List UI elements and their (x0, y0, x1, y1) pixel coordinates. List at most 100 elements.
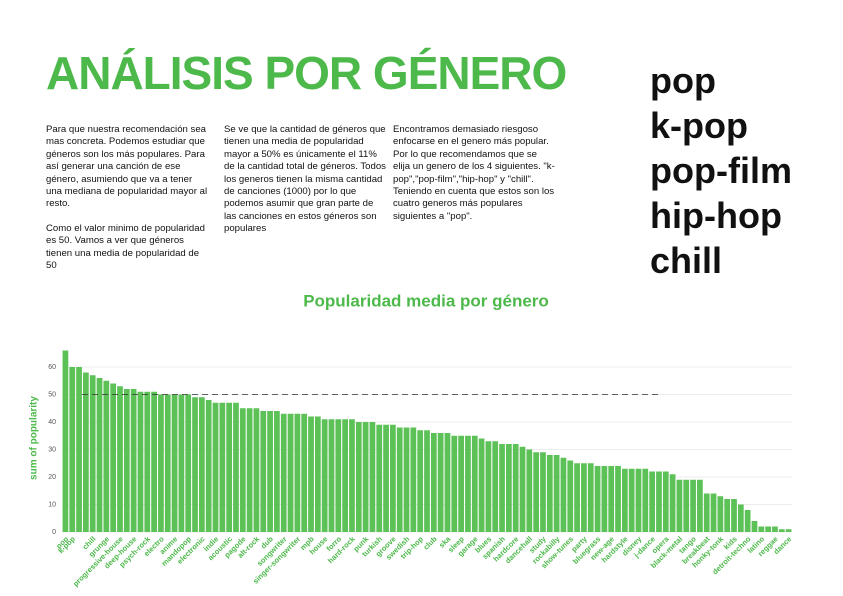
bar (390, 424, 396, 532)
bar (369, 422, 376, 532)
bar (164, 394, 171, 532)
bar (137, 391, 144, 532)
bar (362, 422, 369, 532)
bar (683, 479, 690, 532)
column: Se ve que la cantidad de géneros que tie… (224, 124, 386, 248)
genre: pop-film (650, 150, 792, 191)
bar (233, 402, 239, 532)
x-tick-label: k-pop (56, 534, 77, 555)
paragraph: Para que nuestra recomendación sea mas c… (46, 124, 208, 210)
bar (567, 460, 574, 532)
y-tick-label: 60 (48, 364, 56, 371)
bar (601, 466, 608, 532)
bar (778, 529, 785, 532)
genre: hip-hop (650, 195, 782, 236)
genre: pop (650, 60, 716, 101)
bar (540, 452, 546, 532)
paragraph: Se ve que la cantidad de géneros que tie… (224, 124, 386, 235)
bar (151, 391, 157, 532)
bar (587, 463, 594, 532)
bar (581, 463, 587, 532)
bar (519, 446, 526, 532)
bar (574, 463, 580, 532)
bar (342, 419, 348, 532)
bar (430, 433, 437, 532)
bar (219, 402, 226, 532)
bar (321, 419, 328, 532)
bar (355, 422, 362, 532)
bar (158, 394, 164, 532)
bar (410, 427, 417, 532)
bar (328, 419, 335, 532)
bar (130, 389, 137, 532)
y-tick-label: 30 (48, 446, 56, 453)
bar (772, 526, 778, 532)
bar (267, 411, 273, 532)
y-tick-label: 0 (52, 529, 56, 536)
bar (621, 468, 628, 532)
bar (417, 430, 424, 532)
bar (185, 394, 192, 532)
top-genres: pop k-pop pop-film hip-hop chill (650, 58, 792, 283)
y-tick-label: 40 (48, 419, 56, 426)
bar (765, 526, 771, 532)
y-axis-label: sum of popularity (29, 396, 40, 480)
bar (383, 424, 389, 532)
bar (642, 468, 649, 532)
bar (96, 378, 103, 532)
bar (239, 408, 246, 532)
bar (478, 438, 485, 532)
bar (458, 435, 464, 532)
bar (751, 521, 758, 532)
bar (546, 455, 553, 532)
column: Para que nuestra recomendación sea mas c… (46, 124, 208, 284)
bar (451, 435, 458, 532)
bar (301, 413, 308, 532)
bar (785, 529, 792, 532)
bar (89, 375, 96, 532)
column: Encontramos demasiado riesgoso enfocarse… (393, 124, 555, 235)
genre: chill (650, 240, 723, 281)
paragraph: Como el valor minimo de popularidad es 5… (46, 222, 205, 272)
bar (676, 479, 683, 532)
bar (533, 452, 540, 532)
bar (758, 526, 765, 532)
bar (492, 441, 499, 532)
title: ANÁLISIS POR GÉNERO (46, 47, 567, 99)
bar (635, 468, 642, 532)
bar (594, 466, 601, 532)
y-tick-label: 50 (48, 391, 56, 398)
bar (697, 479, 703, 532)
bar (308, 416, 314, 532)
bar (192, 397, 198, 532)
bar (349, 419, 355, 532)
bar (690, 479, 696, 532)
bar (287, 413, 294, 532)
bar (656, 471, 662, 532)
bar (608, 466, 615, 532)
y-tick-label: 10 (48, 501, 56, 508)
bar (212, 402, 219, 532)
paragraph: Encontramos demasiado riesgoso enfocarse… (393, 124, 555, 222)
bar (274, 411, 280, 532)
bar (710, 493, 717, 532)
bar (76, 367, 82, 532)
bar (103, 380, 110, 532)
bar (471, 435, 478, 532)
y-tick-label: 20 (48, 474, 56, 481)
bar (724, 499, 731, 532)
bar (117, 386, 123, 532)
bar (123, 389, 130, 532)
bar (376, 424, 383, 532)
bar (62, 350, 69, 532)
bar (649, 471, 656, 532)
bar (205, 400, 212, 532)
bar (717, 496, 724, 532)
bar (669, 474, 676, 532)
bar (465, 435, 471, 532)
bar (69, 367, 76, 532)
bar (198, 397, 205, 532)
bar (83, 372, 89, 532)
